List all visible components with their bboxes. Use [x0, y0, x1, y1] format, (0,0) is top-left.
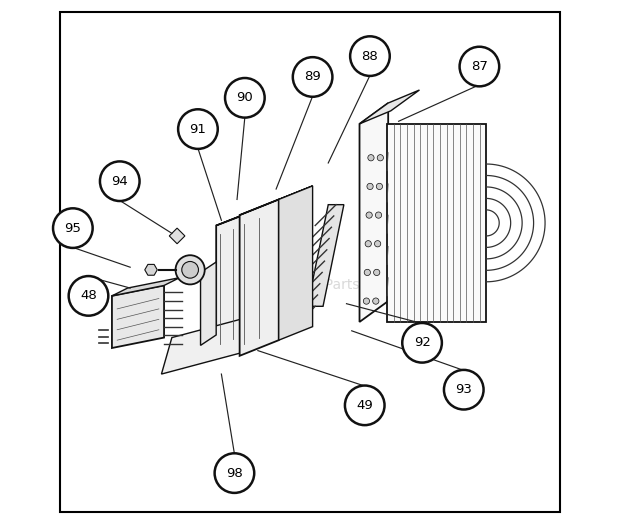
Circle shape [100, 161, 140, 201]
Polygon shape [216, 213, 250, 356]
Circle shape [345, 386, 384, 425]
Polygon shape [240, 200, 279, 356]
Circle shape [225, 78, 265, 117]
Circle shape [350, 36, 390, 76]
Text: 89: 89 [304, 70, 321, 83]
Circle shape [364, 269, 371, 276]
Polygon shape [250, 200, 281, 343]
Circle shape [175, 255, 205, 285]
Polygon shape [216, 200, 281, 225]
Circle shape [374, 241, 381, 247]
Polygon shape [145, 265, 157, 275]
Polygon shape [240, 186, 312, 215]
Circle shape [215, 453, 254, 493]
Circle shape [363, 298, 370, 304]
Polygon shape [169, 228, 185, 244]
Circle shape [367, 183, 373, 190]
Circle shape [366, 212, 372, 218]
Text: 88: 88 [361, 50, 378, 62]
Circle shape [375, 212, 382, 218]
Circle shape [376, 183, 383, 190]
Circle shape [293, 57, 332, 97]
Text: 98: 98 [226, 466, 243, 479]
Polygon shape [360, 103, 388, 322]
Text: 90: 90 [236, 91, 253, 104]
Text: 93: 93 [455, 383, 472, 396]
Text: 91: 91 [190, 123, 206, 136]
Circle shape [368, 155, 374, 161]
Bar [387, 124, 486, 322]
Polygon shape [161, 316, 250, 374]
Circle shape [374, 269, 380, 276]
Circle shape [377, 155, 383, 161]
Circle shape [459, 47, 499, 86]
Polygon shape [279, 186, 312, 340]
Text: 92: 92 [414, 336, 430, 350]
Circle shape [365, 241, 371, 247]
Text: 95: 95 [64, 222, 81, 235]
Circle shape [444, 370, 484, 409]
Polygon shape [360, 90, 420, 124]
Text: 87: 87 [471, 60, 488, 73]
Text: 49: 49 [356, 399, 373, 412]
Text: 48: 48 [80, 289, 97, 302]
Circle shape [53, 209, 92, 248]
Circle shape [373, 298, 379, 304]
Polygon shape [112, 278, 180, 296]
Text: 94: 94 [112, 174, 128, 188]
Circle shape [182, 261, 198, 278]
Polygon shape [308, 205, 344, 307]
Polygon shape [112, 286, 164, 348]
Text: eReplacementParts.com: eReplacementParts.com [226, 278, 394, 292]
Circle shape [178, 110, 218, 149]
Polygon shape [200, 262, 216, 345]
Circle shape [402, 323, 442, 363]
Circle shape [69, 276, 108, 315]
